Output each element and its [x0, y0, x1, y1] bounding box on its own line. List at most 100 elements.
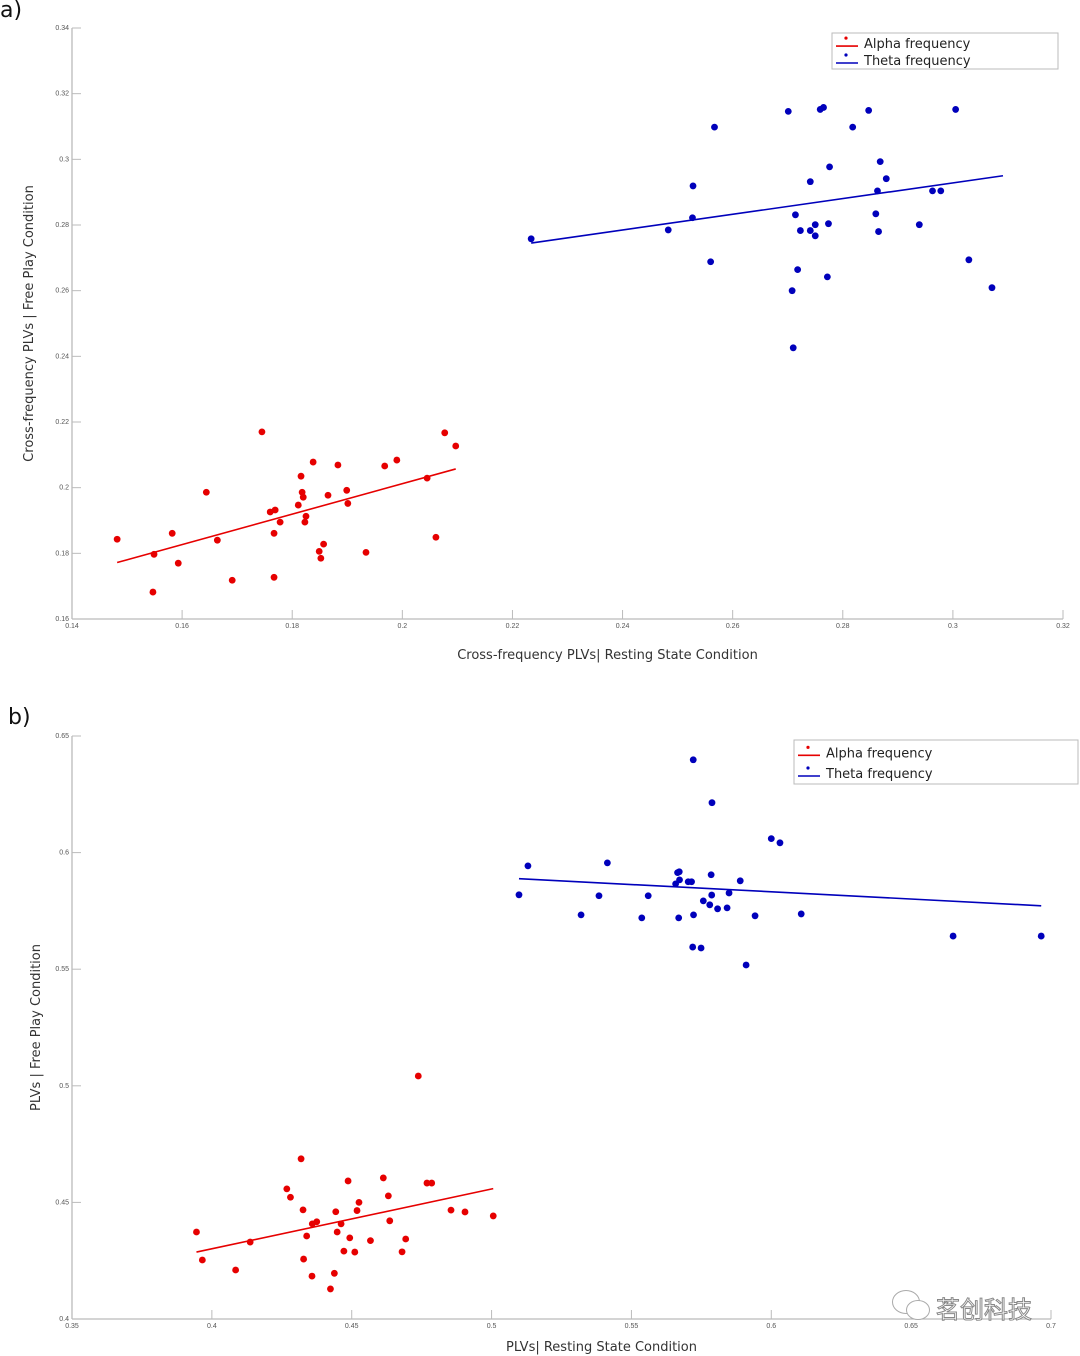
y-tick-label: 0.18 — [55, 550, 69, 557]
theta-point — [865, 107, 873, 114]
alpha-point — [313, 1218, 321, 1226]
alpha-point — [246, 1238, 254, 1246]
alpha-point — [367, 1237, 374, 1245]
wechat-icon-small — [906, 1300, 930, 1320]
alpha-point — [393, 456, 401, 464]
alpha-point — [351, 1248, 359, 1256]
theta-point — [707, 871, 715, 879]
x-tick-label: 0.26 — [726, 623, 740, 630]
y-tick-label: 0.32 — [55, 91, 69, 98]
y-tick-label: 0.5 — [59, 1083, 69, 1090]
alpha-point — [149, 588, 157, 596]
chart-a: 0.14 0.16 0.18 0.2 0.22 0.24 0.26 0.28 0.3 0.320.… — [22, 25, 1070, 663]
legend: Alpha frequency Theta frequency — [831, 32, 1059, 70]
theta-point — [723, 904, 731, 912]
x-tick-label: 0.3 — [948, 623, 958, 630]
theta-point — [767, 835, 775, 843]
alpha-point — [271, 506, 279, 514]
theta-point — [676, 876, 683, 884]
theta-point — [849, 123, 857, 131]
theta-point — [988, 284, 996, 292]
alpha-point — [386, 1217, 394, 1225]
theta-point — [874, 187, 881, 195]
theta-point — [1037, 932, 1045, 940]
theta-point — [603, 859, 611, 867]
x-tick-label: 0.35 — [65, 1323, 79, 1330]
theta-point — [690, 911, 697, 919]
alpha-point — [344, 1177, 352, 1185]
theta-point — [689, 756, 697, 764]
theta-fit-line — [518, 877, 1042, 907]
theta-point — [708, 799, 716, 807]
alpha-point — [334, 461, 342, 469]
y-tick-label: 0.2 — [59, 485, 69, 492]
theta-legend-label: Theta frequency — [825, 767, 933, 782]
theta-point — [929, 187, 936, 195]
alpha-point — [270, 529, 278, 537]
y-axis-title: PLVs | Free Play Condition — [29, 944, 44, 1111]
watermark-text: 茗创科技 — [936, 1296, 1033, 1325]
alpha-point — [447, 1206, 455, 1214]
theta-point — [688, 878, 695, 886]
theta-point — [784, 107, 792, 115]
alpha-point — [228, 576, 236, 584]
alpha-point — [287, 1193, 294, 1201]
alpha-point — [299, 493, 307, 501]
theta-point — [751, 912, 759, 920]
theta-point — [725, 889, 733, 897]
theta-point — [697, 944, 705, 952]
x-tick-label: 0.14 — [65, 623, 79, 630]
theta-point — [965, 256, 973, 264]
y-tick-label: 0.16 — [55, 616, 69, 623]
x-tick-label: 0.2 — [397, 623, 407, 630]
alpha-point — [297, 472, 305, 480]
x-tick-label: 0.16 — [175, 623, 189, 630]
panel-a-label: a) — [0, 0, 23, 23]
theta-point — [789, 344, 797, 352]
x-tick-label: 0.45 — [345, 1323, 359, 1330]
x-axis-title: PLVs| Resting State Condition — [506, 1340, 697, 1355]
x-tick-label: 0.32 — [1056, 623, 1070, 630]
alpha-point — [398, 1248, 406, 1256]
alpha-point — [303, 1232, 311, 1240]
theta-point — [708, 891, 716, 899]
theta-legend-label: Theta frequency — [863, 54, 971, 69]
theta-point — [796, 227, 804, 234]
alpha-point — [428, 1179, 436, 1187]
alpha-point — [379, 1174, 387, 1182]
alpha-legend-marker — [806, 745, 810, 749]
theta-point — [706, 901, 714, 909]
x-tick-label: 0.65 — [904, 1323, 918, 1330]
theta-point — [826, 163, 833, 171]
alpha-point — [301, 518, 309, 526]
legend: Alpha frequency Theta frequency — [793, 739, 1079, 785]
alpha-point — [193, 1228, 200, 1236]
theta-point — [823, 273, 831, 281]
theta-point — [806, 227, 814, 234]
x-axis-title: Cross-frequency PLVs| Resting State Cond… — [457, 648, 758, 663]
alpha-point — [308, 1272, 316, 1280]
theta-point — [638, 914, 646, 922]
theta-point — [577, 911, 585, 919]
theta-point — [675, 914, 683, 922]
alpha-point — [384, 1192, 392, 1200]
alpha-point — [489, 1212, 497, 1220]
theta-legend-marker — [844, 53, 848, 57]
alpha-point — [232, 1266, 240, 1274]
alpha-point — [150, 550, 158, 558]
alpha-point — [276, 518, 284, 526]
y-tick-label: 0.24 — [55, 353, 69, 360]
theta-point — [949, 932, 957, 940]
alpha-point — [452, 442, 460, 450]
theta-point — [527, 235, 535, 243]
alpha-point — [461, 1208, 469, 1216]
alpha-point — [299, 1206, 307, 1214]
alpha-point — [423, 1179, 431, 1187]
x-tick-label: 0.22 — [506, 623, 520, 630]
alpha-fit-line — [196, 1187, 494, 1253]
x-tick-label: 0.18 — [285, 623, 299, 630]
alpha-point — [346, 1234, 354, 1242]
theta-point — [797, 910, 805, 918]
theta-point — [776, 839, 784, 847]
